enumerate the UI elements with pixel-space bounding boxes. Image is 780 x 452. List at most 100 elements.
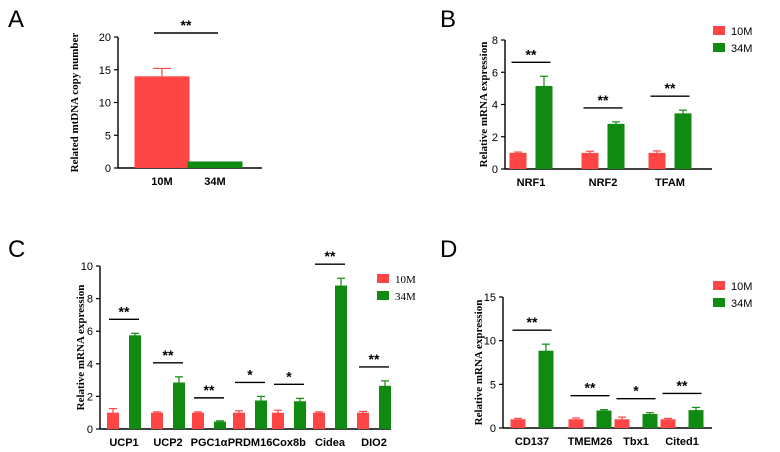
bar-34M-TMEM26 bbox=[596, 410, 612, 428]
bar-10M-DIO2 bbox=[357, 412, 369, 429]
bar-34M-TFAM bbox=[674, 113, 692, 169]
x-tick-label: 10M bbox=[151, 176, 172, 188]
x-tick-label: PRDM16 bbox=[228, 437, 273, 449]
y-tick-label: 10 bbox=[484, 336, 496, 348]
significance-label: ** bbox=[369, 351, 380, 367]
x-tick-label: Cited1 bbox=[665, 436, 699, 448]
panel-letter: D bbox=[440, 236, 457, 263]
bar-10M-CD137 bbox=[510, 419, 526, 428]
panel-letter: A bbox=[8, 6, 24, 33]
y-tick-label: 2 bbox=[87, 391, 93, 403]
bar-10M bbox=[134, 76, 190, 168]
x-tick-label: Cox8b bbox=[272, 437, 306, 449]
legend-swatch-34M bbox=[377, 291, 389, 300]
y-tick-label: 4 bbox=[492, 100, 498, 112]
legend-label: 34M bbox=[731, 298, 752, 310]
significance-label: * bbox=[247, 366, 253, 382]
panel-letter: C bbox=[8, 236, 25, 263]
bar-10M-UCP1 bbox=[107, 412, 119, 429]
bar-34M-PGC1α bbox=[214, 421, 226, 429]
bar-10M-Cidea bbox=[313, 412, 325, 429]
significance-label: ** bbox=[163, 347, 174, 363]
bar-34M-NRF1 bbox=[535, 85, 553, 169]
significance-label: ** bbox=[119, 303, 130, 319]
x-tick-label: CD137 bbox=[515, 436, 549, 448]
bar-34M-Tbx1 bbox=[642, 414, 658, 428]
bar-34M-DIO2 bbox=[379, 385, 391, 429]
significance-label: ** bbox=[585, 380, 596, 396]
x-tick-label: 34M bbox=[204, 176, 225, 188]
legend-label: 10M bbox=[731, 281, 752, 293]
y-tick-label: 0 bbox=[492, 164, 498, 176]
y-tick-label: 5 bbox=[490, 379, 496, 391]
x-tick-label: Cidea bbox=[315, 437, 346, 449]
bar-34M-NRF2 bbox=[607, 123, 625, 169]
y-tick-label: 8 bbox=[492, 35, 498, 47]
x-tick-label: UCP2 bbox=[153, 437, 182, 449]
y-tick-label: 0 bbox=[87, 424, 93, 436]
legend-label: 34M bbox=[731, 43, 752, 55]
y-tick-label: 8 bbox=[87, 294, 93, 306]
y-tick-label: 5 bbox=[105, 130, 111, 142]
significance-label: ** bbox=[665, 80, 676, 96]
bar-10M-Tbx1 bbox=[614, 419, 630, 428]
bar-10M-PGC1α bbox=[192, 412, 204, 429]
chart-panel-c: C 0 2 4 6 8 10 Relative mRNA expression UCP1 UCP… bbox=[8, 236, 416, 449]
bar-10M-Cox8b bbox=[272, 412, 284, 429]
y-tick-label: 10 bbox=[99, 98, 111, 110]
y-axis-title: Relative mRNA expression bbox=[75, 285, 87, 411]
legend-swatch-10M bbox=[377, 274, 389, 283]
bar-34M-Cox8b bbox=[294, 401, 306, 429]
legend-swatch-34M bbox=[713, 43, 725, 52]
legend-swatch-10M bbox=[713, 26, 725, 35]
bar-10M-PRDM16 bbox=[233, 412, 245, 429]
x-tick-label: TMEM26 bbox=[568, 436, 613, 448]
y-tick-label: 6 bbox=[87, 326, 93, 338]
x-tick-label: DIO2 bbox=[361, 437, 387, 449]
x-tick-label: NRF1 bbox=[517, 177, 546, 189]
bar-10M-TMEM26 bbox=[568, 419, 584, 428]
y-tick-label: 15 bbox=[99, 65, 111, 77]
significance-label: ** bbox=[204, 382, 215, 398]
legend-label: 10M bbox=[731, 26, 752, 38]
significance-label: ** bbox=[526, 46, 537, 62]
significance-label: * bbox=[286, 368, 292, 384]
x-tick-label: PGC1α bbox=[191, 437, 228, 449]
x-tick-label: UCP1 bbox=[109, 437, 138, 449]
bar-10M-TFAM bbox=[648, 152, 666, 169]
y-axis-title: Related mtDNA copy number bbox=[69, 33, 81, 173]
bar-34M-UCP1 bbox=[129, 335, 141, 429]
x-tick-label: TFAM bbox=[655, 177, 685, 189]
bar-34M-CD137 bbox=[538, 350, 554, 428]
panel-letter: B bbox=[440, 6, 456, 33]
significance-label: ** bbox=[677, 377, 688, 393]
y-tick-label: 0 bbox=[105, 163, 111, 175]
bar-10M-Cited1 bbox=[660, 419, 676, 428]
bar-34M-Cidea bbox=[335, 285, 347, 429]
y-tick-label: 10 bbox=[81, 261, 93, 273]
bar-34M-PRDM16 bbox=[255, 400, 267, 429]
chart-panel-a: A 0 5 10 15 20 Related mtDNA copy number 10M 34… bbox=[8, 6, 262, 188]
significance-label: ** bbox=[325, 248, 336, 264]
bar-10M-NRF1 bbox=[509, 152, 527, 169]
significance-label: ** bbox=[181, 17, 192, 33]
y-tick-label: 4 bbox=[87, 359, 93, 371]
bar-10M-NRF2 bbox=[581, 152, 599, 169]
x-tick-label: NRF2 bbox=[589, 177, 618, 189]
bar-34M bbox=[187, 161, 243, 168]
y-tick-label: 20 bbox=[99, 32, 111, 44]
bar-10M-UCP2 bbox=[151, 412, 163, 429]
legend-label: 10M bbox=[395, 274, 416, 286]
y-tick-label: 6 bbox=[492, 67, 498, 79]
legend-swatch-10M bbox=[713, 281, 725, 290]
y-tick-label: 2 bbox=[492, 132, 498, 144]
significance-label: ** bbox=[598, 92, 609, 108]
bar-34M-Cited1 bbox=[688, 410, 704, 428]
y-axis-title: Relative mRNA expression bbox=[473, 300, 485, 426]
legend-label: 34M bbox=[395, 291, 416, 303]
y-axis-title: Relative mRNA expression bbox=[478, 42, 490, 168]
bar-34M-UCP2 bbox=[173, 382, 185, 429]
